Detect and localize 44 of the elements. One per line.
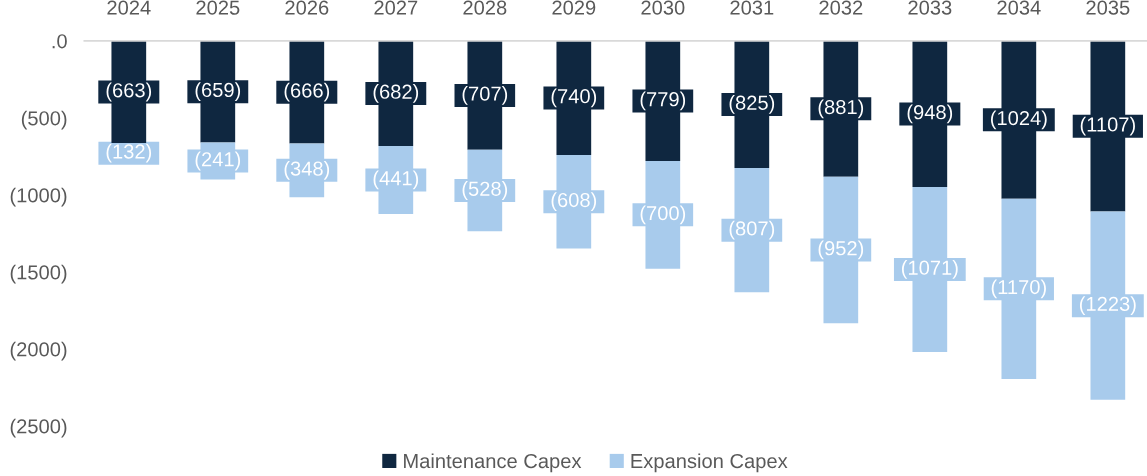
data-label: (682) (373, 84, 419, 103)
y-tick-label: (1500) (10, 264, 67, 284)
data-label: (700) (640, 205, 686, 225)
data-label: (1223) (1079, 296, 1136, 316)
y-tick-label: (2000) (10, 341, 67, 361)
data-label: (952) (818, 240, 864, 260)
x-tick-label: 2034 (997, 0, 1041, 15)
data-label: (825) (729, 95, 775, 114)
y-tick-label: (500) (21, 110, 67, 130)
x-tick-label: 2033 (908, 0, 952, 15)
x-tick-label: 2029 (552, 0, 596, 15)
x-tick-label: 2027 (374, 0, 418, 15)
x-tick-label: 2024 (107, 0, 151, 15)
x-tick-label: 2031 (730, 0, 774, 15)
x-tick-label: 2025 (196, 0, 240, 15)
y-tick-label: (2500) (10, 418, 67, 438)
data-label: (807) (729, 220, 775, 240)
legend-label: Expansion Capex (631, 453, 788, 473)
y-tick-label: .0 (52, 34, 67, 49)
data-label: (659) (195, 82, 241, 102)
data-label: (241) (195, 151, 241, 171)
x-tick-label: 2032 (819, 0, 863, 15)
y-tick-label: (1000) (10, 187, 67, 207)
data-label: (666) (284, 82, 330, 102)
x-tick-label: 2030 (641, 0, 685, 15)
x-tick-label: 2035 (1086, 0, 1130, 15)
x-tick-label: 2028 (463, 0, 507, 15)
data-label: (348) (284, 160, 330, 180)
data-label: (881) (818, 99, 864, 119)
data-label: (779) (640, 91, 686, 111)
data-label: (663) (106, 82, 152, 102)
data-label: (528) (462, 181, 508, 200)
data-label: (1170) (991, 279, 1046, 299)
data-label: (948) (907, 104, 953, 124)
data-label: (1107) (1080, 116, 1135, 136)
data-label: (608) (551, 192, 597, 212)
data-label: (740) (551, 88, 597, 108)
data-label: (132) (106, 143, 152, 163)
data-label: (707) (462, 86, 508, 105)
data-label: (1024) (990, 110, 1047, 130)
x-tick-label: 2026 (285, 0, 329, 15)
data-label: (1071) (901, 260, 958, 279)
data-label: (441) (373, 170, 419, 190)
legend-label: Maintenance Capex (404, 453, 582, 473)
